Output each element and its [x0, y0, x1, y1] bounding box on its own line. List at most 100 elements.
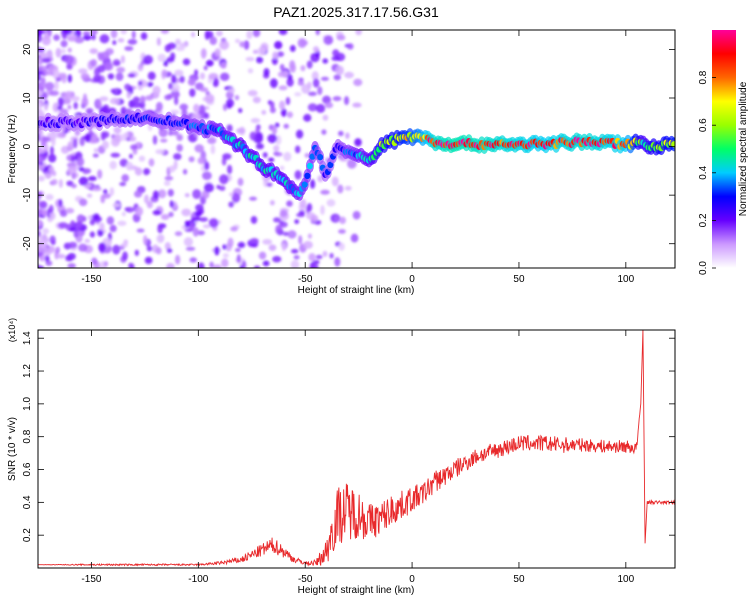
x-tick-label: -150 [81, 274, 101, 285]
spectrogram-cell [310, 214, 319, 222]
spectrogram-cell [97, 229, 104, 237]
spectrogram-cell [184, 220, 190, 228]
spectrogram-cell [86, 193, 93, 198]
spectrogram-cell [235, 38, 241, 44]
spectrogram-cell [269, 101, 275, 109]
spectrogram-cell [315, 254, 323, 260]
spectrogram-cell [38, 72, 41, 82]
spectrogram-cell [104, 61, 114, 71]
spectrogram-cell [199, 87, 209, 92]
spectrogram-cell [272, 255, 282, 263]
spectrogram-cell [91, 257, 98, 265]
spectrogram-cell [112, 40, 117, 46]
spectrogram-cell [139, 95, 146, 104]
snr-frame [37, 329, 676, 569]
spectrogram-cell [113, 88, 118, 93]
spectrogram-cell [157, 189, 167, 199]
spectrogram-cell [42, 136, 51, 142]
spectrogram-cell [134, 249, 140, 256]
spectrogram-cell [57, 105, 63, 111]
spectrogram-cell [282, 231, 289, 237]
spectrogram-cell [38, 47, 46, 53]
spectrogram-cell [197, 262, 205, 268]
spectrogram-cell [306, 60, 313, 69]
spectrogram-cell [272, 51, 279, 60]
spectrogram-cell [322, 250, 328, 258]
spectrogram-cell [87, 215, 93, 220]
spectrogram-cell [227, 237, 234, 248]
spectrogram-cell [101, 140, 109, 150]
spectrogram-cell [317, 86, 323, 96]
spectrogram-cell [344, 71, 354, 79]
spectrogram-cell [339, 216, 347, 225]
spectrogram-cell [271, 56, 278, 65]
spectrogram-cell [68, 241, 78, 249]
spectrogram-cell [117, 38, 125, 43]
spectrogram-cell [67, 104, 72, 110]
spectrogram-cell [181, 208, 192, 217]
spectrogram-cell [71, 183, 77, 189]
spectrogram-cell [76, 214, 85, 224]
y-tick-label: 1.2 [22, 364, 33, 378]
spectrogram-cell [138, 155, 146, 162]
spectrogram-cell [255, 132, 264, 141]
spectrogram-cell [73, 229, 79, 238]
spectrogram-cell [67, 47, 72, 53]
spectrogram-cell [210, 144, 216, 155]
spectrogram-cell [344, 96, 350, 106]
spectrogram-cell [280, 108, 287, 117]
x-tick-label: -100 [188, 274, 208, 285]
spectrogram-cell [208, 218, 219, 228]
spectrogram-cell [322, 114, 329, 121]
spectrogram-cell [48, 204, 54, 214]
spectrogram-y-axis-label: Frequency (Hz) [7, 115, 18, 184]
spectrogram-cell [132, 101, 141, 108]
x-tick-label: 100 [617, 574, 634, 585]
spectrogram-cell [255, 56, 264, 64]
spectrogram-cell [209, 261, 214, 268]
spectrogram-cell [76, 220, 83, 229]
spectrogram-cell [124, 46, 134, 51]
spectrogram-cell [100, 194, 106, 204]
x-tick-label: 0 [409, 574, 415, 585]
spectrogram-cell [121, 174, 130, 183]
spectrogram-cell [301, 181, 308, 188]
spectrogram-cell [185, 246, 196, 251]
spectrogram-cell [286, 77, 294, 87]
x-tick-label: 100 [617, 274, 634, 285]
spectrogram-cell [57, 132, 66, 139]
spectrogram-cell [143, 194, 149, 204]
spectrogram-cell [89, 231, 96, 238]
spectrogram-cell [286, 200, 293, 207]
spectrogram-cell [38, 85, 45, 91]
spectrogram-cell [320, 189, 330, 195]
y-tick-label: 0 [22, 143, 33, 149]
spectrogram-cell [255, 143, 264, 150]
spectrogram-cell [71, 172, 77, 180]
spectrogram-cell [49, 211, 56, 221]
spectrogram-cell [331, 176, 339, 187]
y-tick-label: 0.8 [22, 429, 33, 443]
spectrogram-cell [197, 230, 205, 236]
spectrogram-cell [174, 254, 181, 265]
spectrogram-cell [197, 157, 206, 165]
spectrogram-cell [181, 42, 188, 48]
spectrogram-cell [67, 256, 73, 262]
spectrogram-cell [117, 220, 127, 226]
spectrogram-cell [232, 192, 239, 199]
spectrogram-cell [166, 248, 173, 253]
spectrogram-cell [111, 137, 120, 147]
spectrogram-cell [109, 160, 117, 170]
spectrogram-cell [91, 186, 102, 192]
spectrogram-cell [260, 42, 269, 52]
spectrogram-cell [295, 129, 304, 139]
spectrogram-cell [320, 76, 329, 81]
spectrogram-cell [239, 41, 246, 48]
colorbar-gradient [712, 30, 736, 268]
spectrogram-cell [52, 69, 61, 80]
y-tick-label: -20 [22, 236, 33, 251]
spectrogram-cell [113, 61, 121, 66]
spectrogram-cell [110, 30, 118, 39]
spectrogram-cell [289, 44, 296, 52]
